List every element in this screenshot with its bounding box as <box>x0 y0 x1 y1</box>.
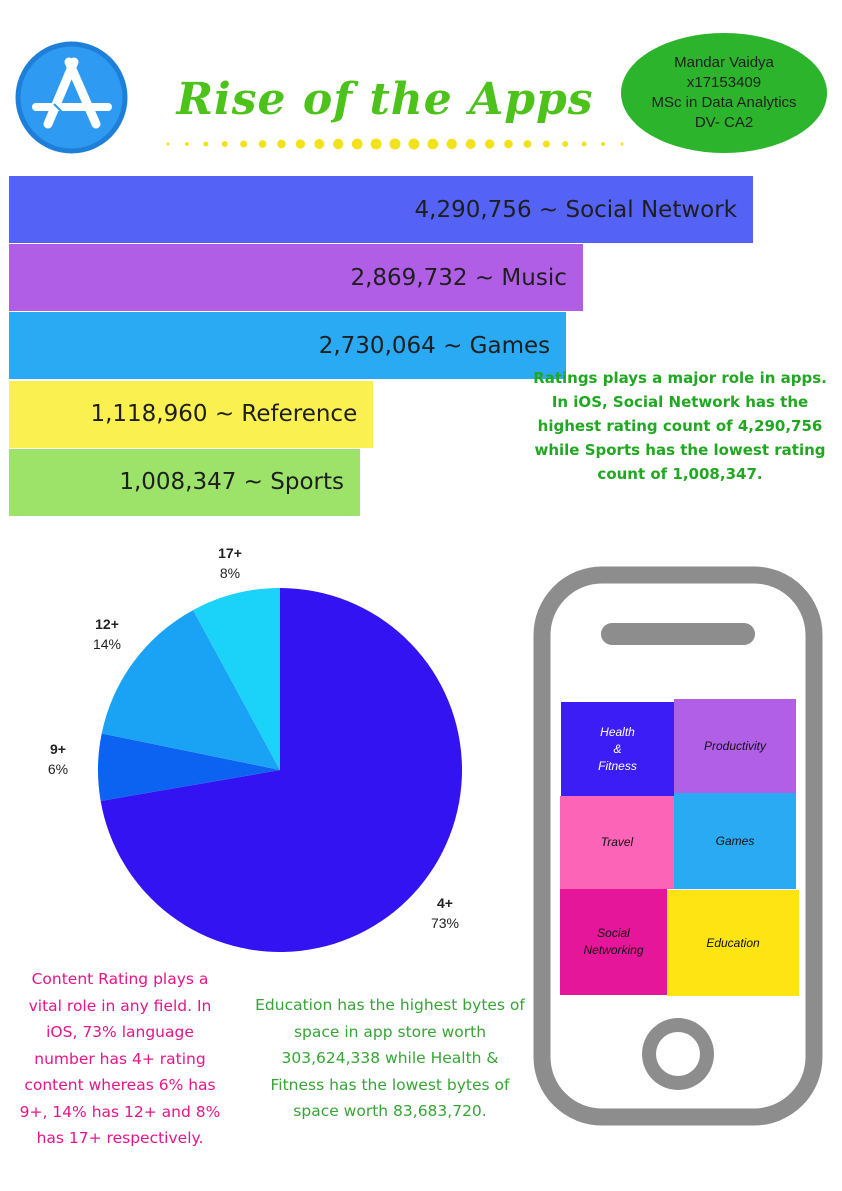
tile-productivity: Productivity <box>674 699 796 793</box>
pie-percent-label: 14% <box>93 636 121 652</box>
divider-dot <box>562 140 569 148</box>
author-course: DV- CA2 <box>694 114 754 131</box>
bar-reference: 1,118,960 ~ Reference <box>9 380 374 448</box>
bar-music: 2,869,732 ~ Music <box>9 244 583 312</box>
tile-education: Education <box>667 890 799 996</box>
pie-category-label: 17+ <box>218 545 242 561</box>
divider-dot <box>427 138 439 150</box>
pie-category-label: 9+ <box>50 741 66 757</box>
bar-label: 4,290,756 ~ Social Network <box>414 196 737 223</box>
page-title: Rise of the Apps <box>176 74 594 125</box>
pie-slice-9plus <box>97 733 280 801</box>
divider-dot <box>465 139 476 149</box>
divider-dot <box>542 140 550 148</box>
content-rating-note: Content Rating plays a vital role in any… <box>19 970 221 1147</box>
divider-dot <box>351 138 363 150</box>
bar-label: 2,730,064 ~ Games <box>318 332 551 359</box>
divider-dot <box>620 142 624 146</box>
phone-frame-icon <box>533 566 823 1126</box>
tile-games: Games <box>674 793 796 889</box>
bar-label: 2,869,732 ~ Music <box>350 264 567 291</box>
ratings-note: Ratings plays a major role in apps. In i… <box>533 369 827 483</box>
pie-percent-label: 73% <box>431 915 459 931</box>
education-note: Education has the highest bytes of space… <box>255 996 525 1120</box>
tile-travel: Travel <box>560 796 674 889</box>
bar-sports: 1,008,347 ~ Sports <box>9 448 360 516</box>
divider-dot <box>277 139 286 149</box>
pie-category-label: 4+ <box>437 895 453 911</box>
divider-dot <box>504 139 513 149</box>
pie-category-label: 12+ <box>95 616 119 632</box>
divider-dot <box>446 138 457 150</box>
bar-social-network: 4,290,756 ~ Social Network <box>9 176 753 243</box>
author-program: MSc in Data Analytics <box>651 94 797 111</box>
divider-dot <box>203 141 209 147</box>
divider-dot <box>166 142 170 146</box>
author-name: Mandar Vaidya <box>674 54 774 71</box>
pie-slice-17plus <box>193 588 280 770</box>
tile-health-fitness: Health & Fitness <box>561 702 674 796</box>
tile-social-networking: Social Networking <box>560 889 667 995</box>
divider-dot <box>295 139 306 149</box>
content-rating-pie-chart: 4+ 73% 9+ 6% 12+ 14% 17+ 8% <box>48 545 463 952</box>
app-store-logo-icon <box>15 41 128 154</box>
bar-label: 1,118,960 ~ Reference <box>90 401 358 428</box>
bar-games: 2,730,064 ~ Games <box>9 312 567 380</box>
divider-dot <box>601 141 606 147</box>
divider-dot <box>581 141 587 147</box>
divider-dot <box>333 138 344 150</box>
divider-dot <box>184 141 189 147</box>
pie-percent-label: 8% <box>220 565 240 581</box>
divider-dot <box>408 138 420 150</box>
divider-dot <box>484 139 495 149</box>
pie-percent-label: 6% <box>48 761 68 777</box>
title-dots-divider <box>166 138 624 150</box>
pie-slice-12plus <box>101 610 281 770</box>
phone-illustration: Health & Fitness Productivity Travel Games S… <box>533 566 823 1126</box>
bar-label: 1,008,347 ~ Sports <box>119 469 344 496</box>
divider-dot <box>389 138 401 150</box>
author-id: x17153409 <box>686 74 762 91</box>
divider-dot <box>370 138 382 150</box>
pie-slice-4plus <box>100 588 463 952</box>
divider-dot <box>221 140 228 148</box>
divider-dot <box>523 140 532 148</box>
author-badge: Mandar Vaidya x17153409 MSc in Data Anal… <box>621 33 827 153</box>
divider-dot <box>258 140 267 148</box>
divider-dot <box>240 140 248 148</box>
divider-dot <box>314 139 325 149</box>
